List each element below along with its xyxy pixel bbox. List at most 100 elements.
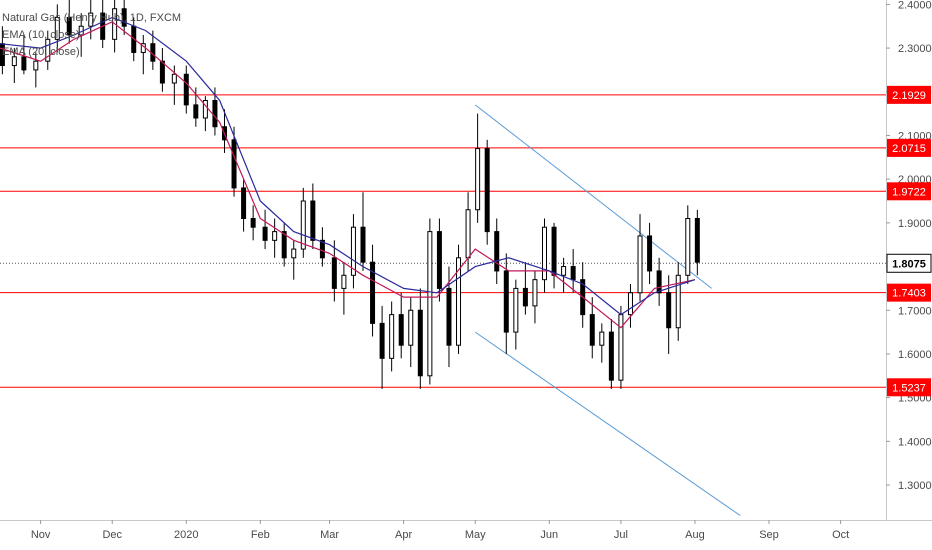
candle-body-57 (570, 266, 576, 281)
candle-body-19 (202, 100, 208, 119)
y-tick-label-0: 2.4000 (898, 0, 932, 11)
ema-series (0, 16, 696, 329)
candle-body-27 (281, 231, 287, 259)
x-tick-label-2: 2020 (174, 529, 198, 541)
chart-legend: Natural Gas (Henry Hub), 1D, FXCM EMA (1… (2, 10, 181, 61)
candle-body-65 (647, 235, 653, 272)
candle-body-53 (532, 279, 538, 307)
candle-body-24 (250, 217, 256, 228)
candle-body-69 (685, 217, 691, 276)
candle-body-41 (417, 309, 423, 377)
legend-title: Natural Gas (Henry Hub), 1D, FXCM (2, 12, 182, 24)
candle-body-59 (589, 314, 595, 346)
candle-body-20 (212, 100, 218, 128)
candle-body-66 (656, 270, 662, 294)
last-price-badge (886, 253, 932, 273)
candle-body-32 (331, 257, 337, 289)
level-badge-2 (887, 182, 931, 201)
candle-body-47 (475, 148, 481, 211)
candle-body-33 (341, 274, 347, 289)
candle-body-56 (561, 266, 567, 276)
y-tick-label-11: 1.3000 (898, 480, 932, 492)
x-tick-label-7: Jun (540, 529, 558, 541)
candle-body-42 (427, 231, 433, 377)
legend-ema-20[interactable]: EMA (20, close) (2, 46, 80, 58)
candle-body-51 (513, 287, 519, 333)
price-axis[interactable]: 2.40002.30002.20002.10002.00001.90001.80… (886, 0, 932, 492)
plot-background (0, 0, 886, 520)
x-tick-label-6: May (465, 529, 486, 541)
candle-body-28 (291, 248, 297, 259)
legend-ema-10[interactable]: EMA (10, close) (2, 29, 80, 41)
y-tick-label-10: 1.4000 (898, 436, 932, 448)
candle-body-6 (66, 16, 72, 36)
candle-body-34 (350, 226, 356, 276)
level-label-3: 1.7403 (892, 288, 926, 300)
candle-body-54 (541, 226, 547, 281)
level-label-4: 1.5237 (892, 382, 926, 394)
x-tick-label-1: Dec (102, 529, 122, 541)
candle-body-38 (389, 314, 395, 359)
y-tick-label-8: 1.6000 (898, 349, 932, 361)
level-label-0: 2.1929 (892, 90, 926, 102)
level-label-1: 2.0715 (892, 143, 926, 155)
candle-body-52 (522, 287, 528, 307)
ema-line-0 (0, 21, 696, 329)
candle-body-48 (484, 148, 490, 233)
candle-body-8 (88, 12, 94, 27)
level-badge-1 (887, 138, 931, 157)
candle-body-43 (436, 231, 442, 289)
candle-body-2 (21, 56, 27, 71)
ema-line-1 (0, 16, 696, 316)
time-axis[interactable]: Nov Dec 2020 Feb Mar Apr May Jun Jul Aug Sep Oct (31, 520, 849, 541)
candle-body-23 (241, 187, 247, 219)
candle-body-55 (551, 226, 557, 276)
level-label-2: 1.9722 (892, 186, 926, 198)
candle-body-3 (33, 60, 39, 71)
last-price-label: 1.8075 (892, 258, 926, 270)
horizontal-levels (0, 94, 886, 388)
candle-body-62 (618, 314, 624, 381)
x-tick-label-4: Mar (320, 529, 339, 541)
candle-body-16 (171, 73, 177, 84)
candle-body-1 (11, 56, 17, 67)
x-tick-label-10: Sep (759, 529, 779, 541)
x-tick-label-0: Nov (31, 529, 51, 541)
candle-body-35 (360, 226, 366, 263)
candle-body-26 (272, 231, 278, 241)
candle-body-40 (408, 309, 414, 346)
descending-channel (474, 104, 741, 517)
candle-body-67 (666, 292, 672, 329)
candle-body-29 (300, 200, 306, 250)
candle-body-46 (465, 209, 471, 259)
candle-body-30 (310, 200, 316, 241)
candle-body-22 (231, 139, 237, 189)
channel-line-1 (474, 331, 741, 517)
candle-body-45 (456, 257, 462, 346)
y-tick-label-7: 1.7000 (898, 305, 932, 317)
candle-body-17 (183, 73, 189, 106)
x-tick-label-8: Jul (614, 529, 628, 541)
candle-body-50 (503, 270, 509, 333)
x-tick-label-3: Feb (251, 529, 270, 541)
candle-body-39 (398, 314, 404, 346)
x-tick-label-11: Oct (832, 529, 849, 541)
level-badge-3 (887, 283, 931, 302)
candle-body-63 (627, 292, 633, 316)
candle-body-49 (494, 231, 500, 272)
candle-body-70 (694, 217, 700, 263)
candle-body-44 (446, 287, 452, 346)
candle-body-64 (637, 235, 643, 294)
y-tick-label-1: 2.3000 (898, 43, 932, 55)
candle-body-61 (608, 331, 614, 381)
level-price-labels: 2.1929 2.0715 1.9722 1.7403 1.5237 1.8075 (886, 85, 932, 397)
level-badge-4 (887, 378, 931, 397)
x-tick-label-9: Aug (685, 529, 705, 541)
candle-body-36 (370, 261, 376, 324)
x-tick-label-5: Apr (395, 529, 412, 541)
candle-body-60 (599, 331, 605, 346)
level-badge-0 (887, 85, 931, 104)
candle-body-68 (675, 274, 681, 329)
candlestick-series (0, 0, 700, 389)
